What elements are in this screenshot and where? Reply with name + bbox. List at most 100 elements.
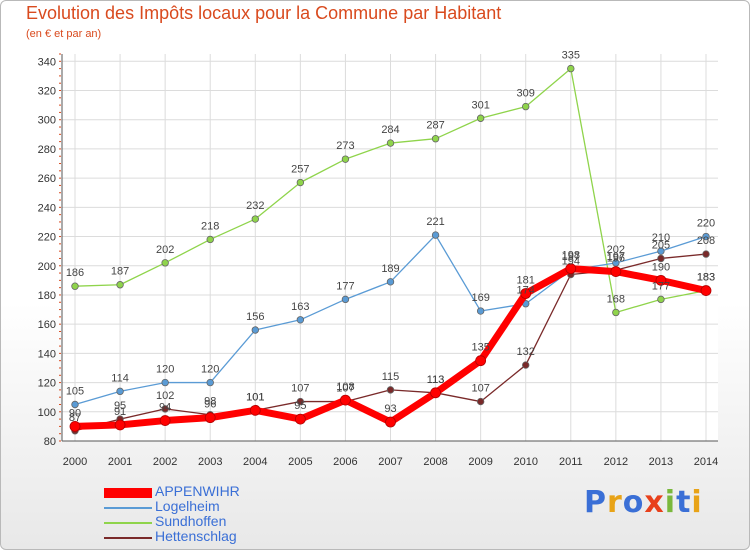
data-point-logelheim: [702, 232, 710, 241]
data-label-hettenschlag: 197: [607, 251, 625, 263]
data-label-hettenschlag: 107: [471, 383, 489, 395]
data-label-hettenschlag: 115: [382, 371, 400, 383]
data-point-logelheim: [161, 378, 169, 387]
data-point-sundhoffen: [476, 114, 485, 122]
logo-letter: i: [664, 485, 677, 520]
data-label-logelheim: 163: [291, 301, 309, 313]
data-point-appenwihr: [69, 420, 81, 432]
data-label-hettenschlag: 205: [652, 239, 670, 251]
x-tick-label: 2008: [423, 456, 447, 468]
data-label-appenwihr: 96: [204, 399, 216, 411]
data-label-sundhoffen: 287: [426, 120, 444, 132]
data-label-appenwihr: 101: [246, 391, 264, 403]
data-label-sundhoffen: 309: [517, 88, 535, 100]
data-label-logelheim: 177: [336, 280, 354, 292]
data-label-appenwihr: 90: [69, 407, 81, 419]
data-label-appenwihr: 198: [562, 250, 580, 262]
data-point-sundhoffen: [657, 295, 665, 304]
data-label-appenwihr: 181: [517, 275, 535, 287]
data-point-hettenschlag: [161, 405, 169, 413]
legend-swatch-hettenschlag: [104, 537, 152, 539]
x-tick-label: 2002: [153, 456, 177, 468]
data-label-sundhoffen: 202: [156, 244, 174, 256]
data-label-sundhoffen: 186: [66, 267, 84, 279]
y-tick-label: 80: [44, 436, 56, 448]
y-tick-label: 200: [38, 261, 56, 273]
data-label-logelheim: 114: [111, 372, 129, 384]
data-label-hettenschlag: 87: [69, 412, 81, 424]
x-tick-label: 2014: [694, 456, 718, 468]
data-point-sundhoffen: [206, 235, 214, 244]
x-tick-label: 2006: [333, 456, 357, 468]
x-tick-label: 2003: [198, 456, 222, 468]
y-tick-label: 120: [38, 378, 56, 390]
y-tick-label: 300: [38, 115, 56, 127]
legend-swatch-appenwihr: [104, 488, 152, 498]
y-tick-label: 220: [38, 232, 56, 244]
data-point-logelheim: [251, 326, 259, 334]
data-point-sundhoffen: [431, 135, 440, 143]
data-point-appenwihr: [430, 387, 441, 399]
x-tick-label: 2001: [108, 456, 132, 468]
data-label-logelheim: 197: [562, 251, 580, 263]
data-point-logelheim: [341, 295, 350, 304]
data-label-appenwihr: 183: [697, 272, 715, 284]
data-point-appenwihr: [655, 274, 667, 286]
data-point-appenwihr: [204, 412, 216, 424]
data-label-appenwihr: 108: [336, 381, 354, 393]
data-point-sundhoffen: [341, 155, 350, 163]
data-label-logelheim: 221: [426, 216, 444, 228]
data-point-appenwihr: [340, 394, 351, 406]
x-tick-label: 2012: [604, 456, 628, 468]
data-point-appenwihr: [159, 415, 171, 426]
legend-label-hettenschlag: Hettenschlag: [155, 528, 237, 544]
data-label-appenwihr: 135: [471, 342, 489, 354]
y-tick-label: 180: [38, 290, 56, 302]
data-label-logelheim: 169: [471, 292, 489, 304]
data-point-logelheim: [612, 259, 620, 267]
data-point-logelheim: [431, 231, 440, 239]
x-tick-label: 2010: [513, 456, 537, 468]
data-point-sundhoffen: [251, 215, 259, 223]
x-tick-label: 2013: [649, 456, 673, 468]
data-point-sundhoffen: [522, 102, 530, 111]
data-point-hettenschlag: [296, 397, 305, 406]
data-point-hettenschlag: [702, 250, 710, 258]
data-label-appenwihr: 94: [159, 402, 171, 414]
x-tick-label: 2007: [378, 456, 402, 468]
data-point-logelheim: [296, 316, 305, 324]
data-label-hettenschlag: 107: [291, 383, 309, 395]
logo-letter: x: [644, 485, 665, 520]
logo-letter: r: [607, 485, 623, 520]
data-point-sundhoffen: [386, 139, 395, 147]
data-label-hettenschlag: 194: [562, 256, 580, 268]
logo-letter: o: [622, 485, 645, 520]
data-label-hettenschlag: 107: [336, 383, 354, 395]
data-point-sundhoffen: [567, 64, 575, 73]
data-label-sundhoffen: 183: [697, 272, 715, 284]
legend-label-appenwihr: APPENWIHR: [155, 483, 240, 499]
x-tick-label: 2011: [559, 456, 583, 468]
data-point-logelheim: [476, 307, 485, 315]
data-label-sundhoffen: 177: [652, 280, 670, 292]
legend-label-sundhoffen: Sundhoffen: [155, 513, 227, 529]
logo-letter: i: [691, 485, 703, 520]
data-label-hettenschlag: 101: [246, 391, 264, 403]
y-tick-label: 100: [38, 407, 56, 419]
data-point-appenwihr: [700, 285, 712, 296]
y-tick-label: 320: [38, 86, 56, 98]
data-label-appenwihr: 91: [114, 406, 126, 418]
data-label-sundhoffen: 218: [201, 220, 219, 232]
data-point-logelheim: [386, 278, 395, 286]
data-label-sundhoffen: 232: [246, 200, 264, 212]
data-label-appenwihr: 113: [427, 374, 445, 386]
data-point-sundhoffen: [116, 281, 124, 289]
y-tick-label: 140: [38, 348, 56, 360]
data-point-logelheim: [71, 400, 79, 409]
x-tick-label: 2005: [288, 456, 312, 468]
data-label-sundhoffen: 273: [336, 140, 354, 152]
data-point-hettenschlag: [476, 397, 485, 406]
data-point-appenwihr: [565, 263, 577, 275]
data-label-logelheim: 210: [652, 232, 670, 244]
